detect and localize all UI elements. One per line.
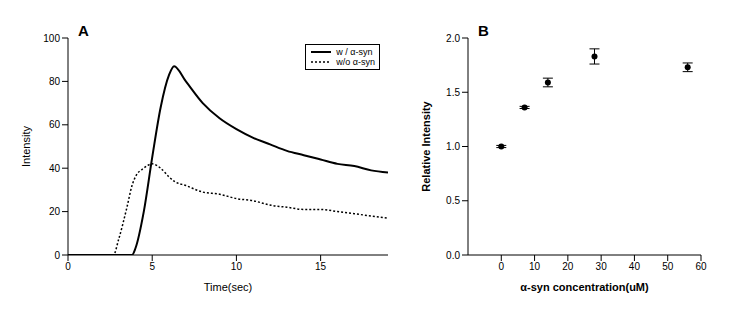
svg-text:40: 40 (629, 261, 641, 272)
svg-text:0: 0 (65, 261, 71, 272)
svg-text:20: 20 (49, 206, 61, 217)
svg-text:5: 5 (149, 261, 155, 272)
svg-text:10: 10 (529, 261, 541, 272)
svg-text:α-syn concentration(uM): α-syn concentration(uM) (520, 281, 649, 293)
svg-text:1.5: 1.5 (446, 87, 460, 98)
svg-text:20: 20 (562, 261, 574, 272)
svg-text:40: 40 (49, 163, 61, 174)
svg-text:100: 100 (43, 33, 60, 44)
svg-text:0: 0 (54, 250, 60, 261)
html-text:A: A (78, 22, 89, 39)
svg-text:80: 80 (49, 76, 61, 87)
svg-text:10: 10 (231, 261, 243, 272)
svg-text:15: 15 (315, 261, 327, 272)
html-text:B: B (478, 22, 489, 39)
svg-text:Relative Intensity: Relative Intensity (420, 100, 432, 191)
svg-text:0: 0 (499, 261, 505, 272)
html-text:w/o α-syn: w/o α-syn (336, 57, 375, 67)
svg-text:0.5: 0.5 (446, 195, 460, 206)
svg-text:Intensity: Intensity (20, 126, 32, 167)
svg-text:60: 60 (49, 119, 61, 130)
html-text:w / α-syn: w / α-syn (336, 47, 373, 57)
svg-text:60: 60 (695, 261, 707, 272)
svg-text:0.0: 0.0 (446, 250, 460, 261)
svg-text:50: 50 (662, 261, 674, 272)
svg-text:Time(sec): Time(sec) (204, 281, 252, 293)
svg-text:2.0: 2.0 (446, 33, 460, 44)
svg-text:30: 30 (596, 261, 608, 272)
svg-text:1.0: 1.0 (446, 141, 460, 152)
